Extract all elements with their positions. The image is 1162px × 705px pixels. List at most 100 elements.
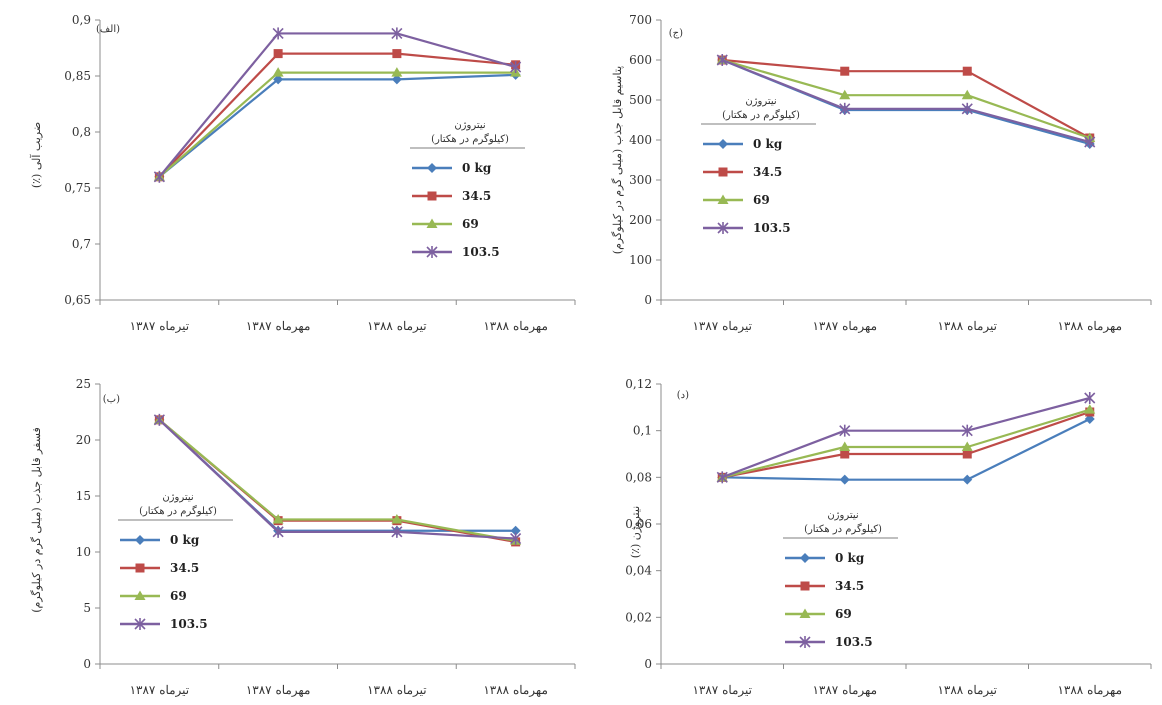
legend-item-label: 103.5 bbox=[462, 245, 500, 259]
data-point bbox=[839, 441, 851, 451]
series-line-69 bbox=[721, 408, 1091, 479]
legend-swatch-marker bbox=[717, 222, 729, 234]
x-category-label: تیرماه ۱۳۸۸ bbox=[937, 683, 997, 697]
data-point bbox=[961, 89, 973, 100]
x-category-label: تیرماه ۱۳۸۷ bbox=[692, 319, 752, 333]
legend: نیتروژن (کیلوگرم در هکتار) 0 kg 34.5 69 103.5 bbox=[783, 510, 898, 649]
data-point bbox=[391, 514, 403, 524]
series-line-34.5 bbox=[722, 410, 1091, 479]
legend-swatch-marker bbox=[426, 246, 438, 258]
x-category-label: تیرماه ۱۳۸۷ bbox=[130, 683, 190, 697]
x-category-label: مهرماه ۱۳۸۷ bbox=[812, 319, 877, 333]
legend-item-label: 103.5 bbox=[170, 617, 208, 631]
data-point bbox=[716, 54, 728, 66]
chart-panel-nitrogen: 0 0,02 0,04 0,06 0,08 0,1 0,12 تیرماه ۱۳۸۷ مهرما… bbox=[581, 352, 1162, 705]
series-line-103.5 bbox=[158, 419, 516, 540]
chart-svg-potassium: 0 100 200 300 400 500 600 700 تیرماه ۱۳۸۷ مهرماه … bbox=[611, 13, 1152, 333]
series-line-34.5 bbox=[158, 419, 516, 544]
data-point bbox=[391, 525, 403, 538]
data-point bbox=[839, 102, 851, 115]
legend-swatch-marker bbox=[799, 608, 811, 618]
data-point bbox=[391, 27, 403, 40]
series-line-69 bbox=[158, 71, 516, 178]
data-point bbox=[962, 449, 972, 459]
data-point bbox=[1084, 404, 1096, 414]
y-axis-title: ضریب آلی (٪) bbox=[30, 122, 43, 188]
x-category-label: تیرماه ۱۳۸۸ bbox=[367, 319, 427, 333]
legend-swatch-marker bbox=[718, 167, 728, 177]
y-tick-label: 0,65 bbox=[64, 293, 91, 307]
legend-swatch-marker bbox=[799, 636, 811, 648]
legend: نیتروژن (کیلوگرم در هکتار) 0 kg 34.5 69 103.5 bbox=[701, 96, 816, 235]
legend-item-label: 34.5 bbox=[753, 165, 782, 179]
y-tick-label: 300 bbox=[629, 173, 652, 187]
y-tick-label: 0,06 bbox=[625, 517, 652, 531]
y-tick-label: 0,85 bbox=[64, 69, 91, 83]
y-tick-label: 0,1 bbox=[633, 424, 652, 438]
x-category-label: مهرماه ۱۳۸۸ bbox=[1057, 319, 1122, 333]
data-point bbox=[272, 525, 284, 538]
series-line-0-kg bbox=[722, 418, 1091, 481]
data-point bbox=[962, 66, 972, 76]
data-point bbox=[840, 449, 850, 459]
legend-swatch-marker bbox=[800, 581, 810, 591]
series-line-103.5 bbox=[721, 396, 1091, 479]
legend-swatch-marker bbox=[717, 194, 729, 204]
chart-panel-potassium: 0 100 200 300 400 500 600 700 تیرماه ۱۳۸۷ مهرماه … bbox=[581, 0, 1162, 352]
x-category-label: مهرماه ۱۳۸۸ bbox=[483, 683, 548, 697]
legend-item-label: 69 bbox=[753, 193, 770, 207]
y-tick-label: 0,9 bbox=[72, 13, 91, 27]
legend-swatch-marker bbox=[718, 139, 728, 149]
panel-tag: (ج) bbox=[669, 28, 683, 39]
legend-title: نیتروژن bbox=[827, 510, 858, 521]
legend-swatch-marker bbox=[427, 163, 437, 173]
legend-item-label: 0 kg bbox=[753, 137, 783, 151]
chart-svg-phosphorus: 0 5 10 15 20 25 تیرماه ۱۳۸۷ مهرماه ۱۳۸۷ تیرماه ۱… bbox=[30, 377, 576, 697]
data-point bbox=[273, 74, 284, 85]
y-tick-label: 0 bbox=[644, 657, 652, 671]
data-point bbox=[510, 532, 522, 545]
y-axis-title: نیتروژن (٪) bbox=[629, 506, 642, 558]
y-tick-label: 10 bbox=[76, 545, 91, 559]
legend-item-label: 34.5 bbox=[170, 561, 199, 575]
chart-panel-phosphorus: 0 5 10 15 20 25 تیرماه ۱۳۸۷ مهرماه ۱۳۸۷ تیرماه ۱… bbox=[0, 352, 581, 705]
data-point bbox=[961, 424, 973, 437]
data-point bbox=[273, 49, 283, 59]
y-tick-label: 25 bbox=[76, 377, 91, 391]
series-line-69 bbox=[721, 58, 1091, 140]
legend-swatch-marker bbox=[800, 553, 810, 563]
y-tick-label: 0,02 bbox=[625, 610, 652, 624]
y-tick-label: 0,08 bbox=[625, 470, 652, 484]
legend-swatch-marker bbox=[134, 618, 146, 630]
legend-swatch-marker bbox=[427, 191, 437, 201]
y-tick-label: 700 bbox=[629, 13, 652, 27]
legend-item-label: 0 kg bbox=[835, 551, 865, 565]
y-tick-label: 0,04 bbox=[625, 564, 652, 578]
series-line-103.5 bbox=[158, 32, 516, 178]
y-tick-label: 200 bbox=[629, 213, 652, 227]
data-point bbox=[272, 27, 284, 40]
legend-item-label: 103.5 bbox=[753, 221, 791, 235]
y-tick-label: 500 bbox=[629, 93, 652, 107]
data-point bbox=[1084, 392, 1096, 404]
series-line-69 bbox=[158, 418, 516, 542]
data-point bbox=[716, 471, 728, 484]
legend-item-label: 103.5 bbox=[835, 635, 873, 649]
series-line-0-kg bbox=[158, 73, 516, 178]
data-point bbox=[391, 74, 402, 85]
data-point bbox=[510, 61, 522, 74]
y-tick-label: 600 bbox=[629, 53, 652, 67]
x-category-label: تیرماه ۱۳۸۸ bbox=[367, 683, 427, 697]
data-point bbox=[272, 514, 284, 524]
legend-item-label: 69 bbox=[170, 589, 187, 603]
data-point bbox=[391, 67, 403, 77]
data-point bbox=[839, 89, 851, 100]
series-line-103.5 bbox=[721, 58, 1091, 144]
y-tick-label: 0,7 bbox=[72, 237, 91, 251]
x-category-label: تیرماه ۱۳۸۷ bbox=[130, 319, 190, 333]
series-line-34.5 bbox=[158, 52, 516, 178]
y-tick-label: 0 bbox=[83, 657, 91, 671]
legend-subtitle: (کیلوگرم در هکتار) bbox=[431, 133, 509, 145]
x-category-label: مهرماه ۱۳۸۷ bbox=[246, 319, 311, 333]
data-point bbox=[961, 102, 973, 115]
